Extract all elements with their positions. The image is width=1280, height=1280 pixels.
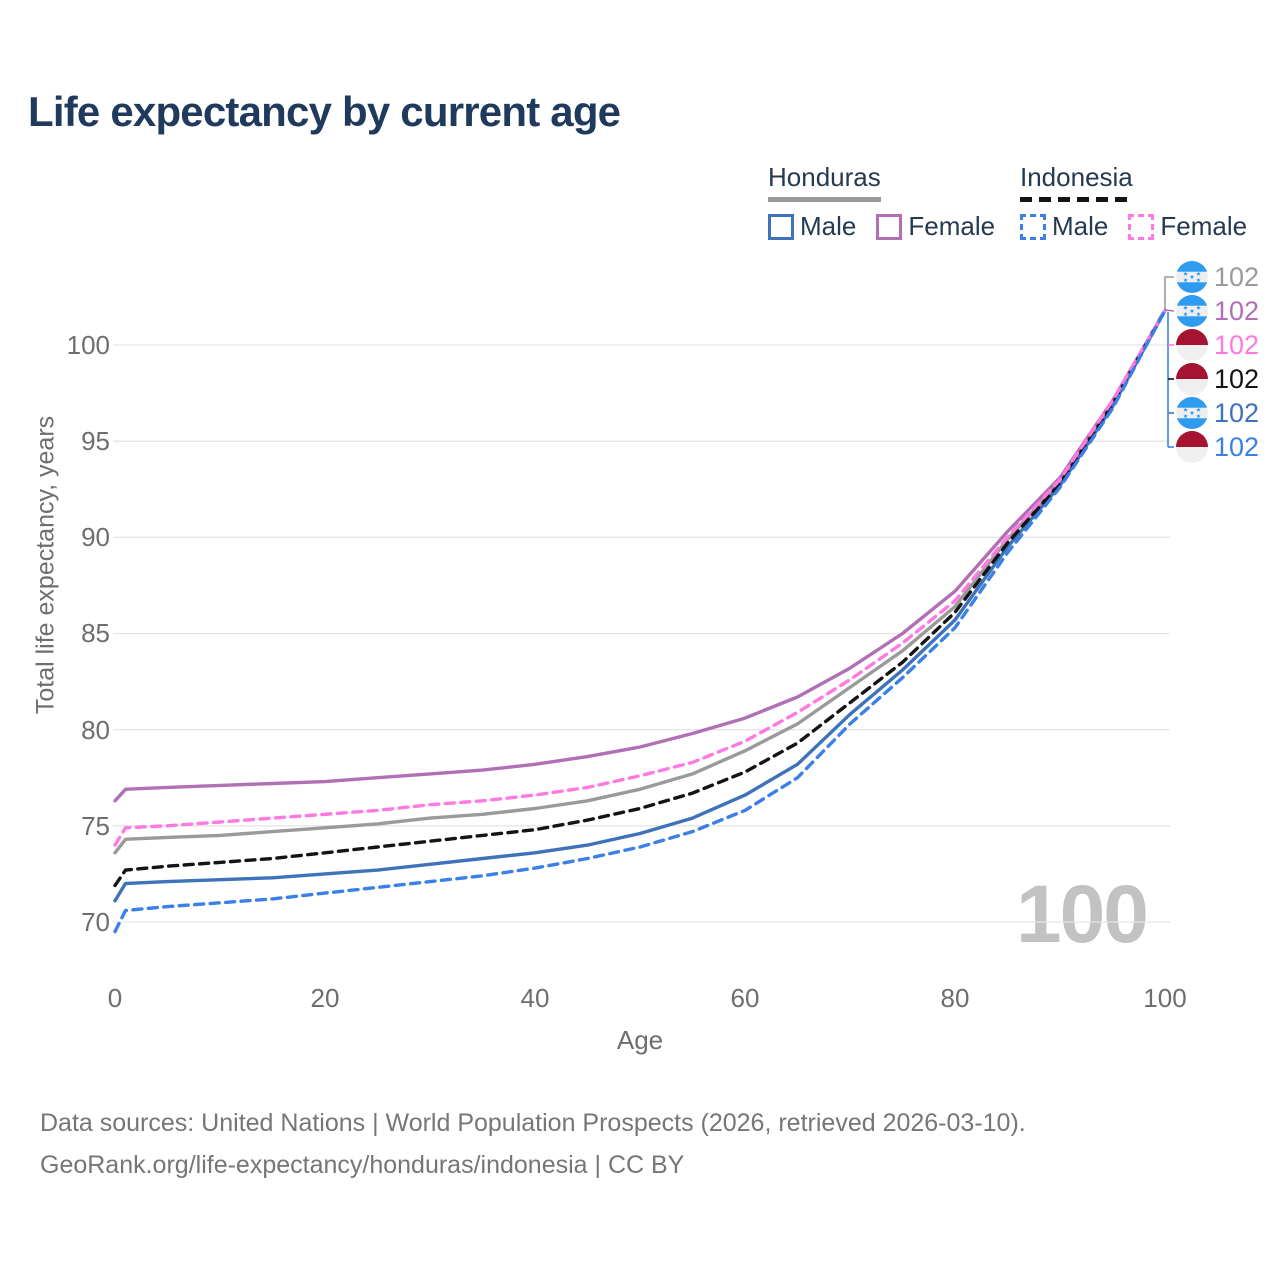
legend-group-honduras: Honduras Male Female: [768, 162, 995, 242]
legend-label-honduras-female[interactable]: Female: [908, 211, 996, 241]
legend-label-indonesia-male[interactable]: Male: [1052, 211, 1109, 241]
legend-line-sample-dashed: [1020, 197, 1130, 202]
honduras-flag-icon: [1176, 295, 1208, 327]
end-value: 102: [1214, 262, 1260, 292]
end-label-row-honduras-total: 102: [1176, 261, 1259, 293]
series-line-honduras-male: [113, 308, 1167, 903]
y-tick-85: 85: [81, 618, 110, 649]
x-tick-100: 100: [1143, 983, 1187, 1013]
y-tick-80: 80: [81, 714, 110, 745]
footer-sources-line: Data sources: United Nations | World Pop…: [40, 1109, 1026, 1137]
y-tick-95: 95: [81, 426, 110, 457]
y-tick-75: 75: [81, 810, 110, 841]
honduras-flag-icon: [1176, 397, 1208, 429]
end-label-row-indonesia-total: 102: [1176, 363, 1259, 395]
footer: Data sources: United Nations | World Pop…: [40, 1102, 1026, 1186]
indonesia-flag-icon: [1176, 363, 1208, 395]
indonesia-flag-icon: [1176, 431, 1208, 463]
x-axis-title: Age: [616, 1025, 664, 1055]
end-label-row-indonesia-female: 102: [1176, 329, 1259, 361]
legend-country-indonesia: Indonesia: [1020, 162, 1133, 192]
legend-checkbox-honduras-male[interactable]: [768, 213, 794, 240]
legend-checkbox-indonesia-female[interactable]: [1128, 213, 1155, 240]
legend-checkbox-indonesia-male[interactable]: [1020, 213, 1046, 240]
end-label-row-honduras-male: 102: [1176, 397, 1259, 429]
series-line-honduras-total: [113, 308, 1167, 855]
end-value: 102: [1214, 296, 1260, 326]
end-value: 102: [1214, 364, 1260, 394]
y-tick-90: 90: [81, 522, 110, 553]
legend-line-sample-solid: [768, 197, 881, 202]
x-tick-80: 80: [940, 983, 970, 1013]
legend-label-indonesia-female[interactable]: Female: [1160, 211, 1248, 241]
legend-checkbox-honduras-female[interactable]: [876, 213, 903, 240]
end-label-row-indonesia-male: 102: [1176, 431, 1259, 463]
y-axis-title: Total life expectancy, years: [31, 415, 60, 715]
indonesia-flag-icon: [1176, 329, 1208, 361]
page-title: Life expectancy by current age: [28, 88, 621, 135]
legend-label-honduras-male[interactable]: Male: [800, 211, 857, 241]
end-value: 102: [1214, 330, 1260, 360]
legend-group-indonesia: Indonesia Male Female: [1020, 162, 1247, 242]
series-line-indonesia-total: [113, 308, 1167, 888]
series-line-indonesia-male: [113, 308, 1167, 934]
x-tick-60: 60: [730, 983, 760, 1013]
watermark-100: 100: [1016, 869, 1149, 960]
end-label-connector-1: [1164, 309, 1175, 312]
honduras-flag-icon: [1176, 261, 1208, 293]
series-line-honduras-female: [113, 308, 1167, 803]
end-label-row-honduras-female: 102: [1176, 295, 1259, 327]
end-label-connector-0: [1164, 276, 1174, 310]
end-value: 102: [1214, 398, 1260, 428]
series-line-indonesia-female: [113, 308, 1167, 847]
y-tick-100: 100: [66, 330, 110, 360]
legend-country-honduras: Honduras: [768, 162, 881, 192]
x-tick-40: 40: [520, 983, 550, 1013]
footer-link-line: GeoRank.org/life-expectancy/honduras/ind…: [40, 1151, 685, 1179]
y-tick-70: 70: [81, 906, 110, 937]
end-value: 102: [1214, 432, 1260, 462]
x-tick-0: 0: [107, 983, 123, 1013]
x-tick-20: 20: [310, 983, 340, 1013]
